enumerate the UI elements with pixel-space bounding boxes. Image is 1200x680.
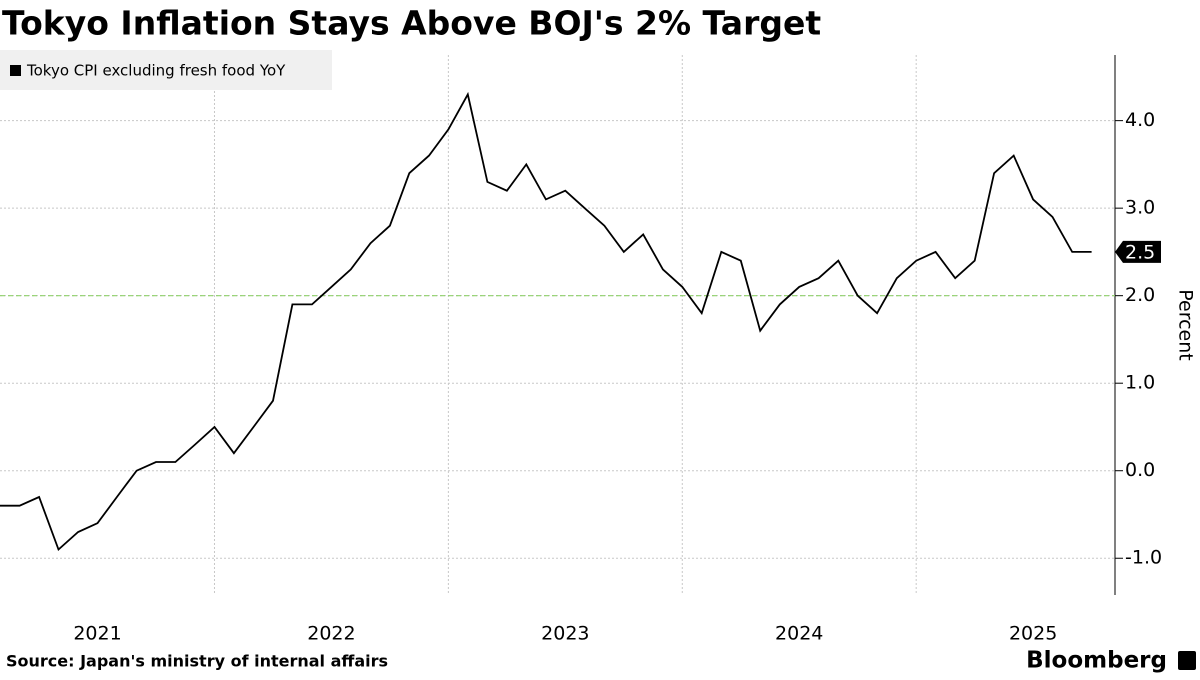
x-tick-label: 2021 [73,623,121,645]
legend-box [0,50,332,90]
y-tick-label: -1.0 [1125,547,1162,569]
y-axis-label: Percent [1175,289,1197,361]
x-tick-label: 2022 [307,623,355,645]
y-tick-label: 2.0 [1125,284,1155,306]
x-tick-label: 2025 [1009,623,1057,645]
y-tick-label: 4.0 [1125,109,1155,131]
source: Source: Japan's ministry of internal aff… [6,652,388,671]
y-tick-label: 1.0 [1125,372,1155,394]
legend-label: Tokyo CPI excluding fresh food YoY [26,62,286,80]
y-tick-label: 0.0 [1125,459,1155,481]
x-tick-label: 2024 [775,623,823,645]
last-value-box [1115,240,1161,263]
brand-icon [1178,651,1196,670]
x-tick-label: 2023 [541,623,589,645]
legend-swatch [10,65,21,76]
data-line [0,91,1092,552]
last-value-label: 2.5 [1125,241,1155,263]
y-tick-label: 3.0 [1125,197,1155,219]
brand: Bloomberg [1026,648,1167,674]
chart-title: Tokyo Inflation Stays Above BOJ's 2% Tar… [2,4,821,43]
